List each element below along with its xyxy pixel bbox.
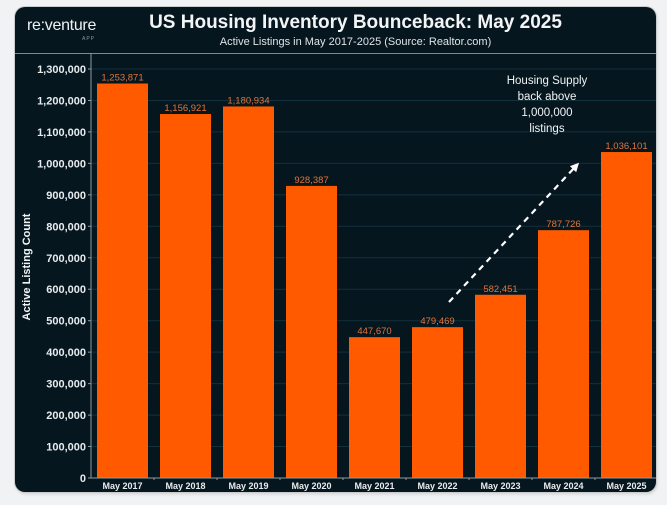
x-tick-label: May 2018	[165, 481, 205, 491]
bars	[97, 83, 652, 479]
data-label: 787,726	[546, 219, 580, 230]
brand-logo: re:venture	[27, 17, 97, 34]
brand-logo-sub: APP	[82, 36, 96, 42]
y-tick-label: 1,100,000	[37, 127, 86, 139]
chart-title: US Housing Inventory Bounceback: May 202…	[149, 12, 562, 33]
data-label: 1,253,871	[101, 73, 143, 84]
trend-arrow	[448, 162, 580, 303]
bar-chart: 1,253,871 1,156,921 1,180,934 928,387 447,67…	[21, 53, 656, 491]
annotation: Housing Supply back above 1,000,000 listing…	[448, 75, 588, 303]
y-tick-label: 0	[80, 473, 86, 485]
bar-may-2017	[97, 83, 148, 479]
annotation-line: back above	[518, 91, 577, 103]
y-tick-label: 1,000,000	[37, 158, 86, 170]
y-tick-label: 200,000	[46, 410, 86, 422]
x-tick-label: May 2020	[291, 481, 331, 491]
data-label: 479,469	[420, 316, 454, 327]
data-labels: 1,253,871 1,156,921 1,180,934 928,387 447,67…	[101, 73, 647, 338]
y-tick-label: 600,000	[46, 284, 86, 296]
bar-may-2024	[538, 230, 589, 478]
y-tick-label: 100,000	[46, 442, 86, 454]
bar-may-2018	[160, 114, 211, 478]
data-label: 928,387	[294, 175, 328, 186]
data-label: 582,451	[483, 284, 517, 295]
annotation-text: Housing Supply back above 1,000,000 listing…	[507, 75, 588, 135]
annotation-line: Housing Supply	[507, 75, 588, 87]
x-tick-label: May 2023	[480, 481, 520, 491]
data-label: 447,670	[357, 326, 391, 337]
annotation-line: 1,000,000	[521, 107, 572, 119]
y-axis-label: Active Listing Count	[21, 213, 33, 320]
data-label: 1,156,921	[164, 103, 206, 114]
x-tick-label: May 2025	[606, 481, 646, 491]
y-tick-label: 500,000	[46, 316, 86, 328]
y-tick-label: 800,000	[46, 221, 86, 233]
x-tick-label: May 2022	[417, 481, 457, 491]
x-tick-label: May 2017	[102, 481, 142, 491]
x-tick-label: May 2024	[543, 481, 583, 491]
bar-may-2023	[475, 294, 526, 478]
bar-may-2021	[349, 337, 400, 478]
y-tick-label: 700,000	[46, 253, 86, 265]
bar-may-2022	[412, 327, 463, 478]
y-tick-label: 400,000	[46, 347, 86, 359]
x-tick-label: May 2021	[354, 481, 394, 491]
y-tick-label: 1,200,000	[37, 95, 86, 107]
data-label: 1,180,934	[227, 95, 269, 106]
data-label: 1,036,101	[605, 141, 647, 152]
bar-may-2025	[601, 152, 652, 479]
y-tick-label: 1,300,000	[37, 64, 86, 76]
chart-panel: re:venture APP US Housing Inventory Boun…	[15, 7, 656, 492]
chart-header: re:venture APP US Housing Inventory Boun…	[15, 7, 656, 54]
y-tick-label: 300,000	[46, 379, 86, 391]
x-tick-label: May 2019	[228, 481, 268, 491]
chart-subtitle: Active Listings in May 2017-2025 (Source…	[219, 36, 492, 48]
annotation-line: listings	[529, 123, 564, 135]
bar-may-2020	[286, 185, 337, 478]
axes: 0 100,000 200,000 300,000 400,000 500,000 600,…	[37, 53, 656, 491]
bar-may-2019	[223, 106, 274, 479]
y-tick-label: 900,000	[46, 190, 86, 202]
